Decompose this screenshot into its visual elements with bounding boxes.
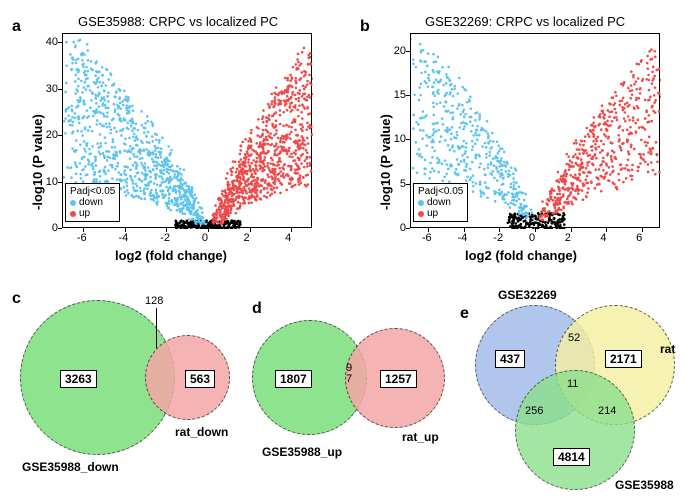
- panel-b-legend: Padj<0.05 down up: [413, 183, 468, 222]
- legend-up-text: up: [79, 208, 90, 219]
- venn-d-left-label: GSE35988_up: [262, 445, 342, 459]
- venn-e-yg: 214: [598, 405, 616, 417]
- venn-d-right-n: 1257: [380, 370, 417, 388]
- venn-c-left-label: GSE35988_down: [22, 460, 119, 474]
- venn-e-bottom-label: GSE35988: [615, 478, 674, 492]
- legend-title-b: Padj<0.05: [418, 186, 463, 197]
- panel-a-xlabel: log2 (fold change): [115, 248, 227, 263]
- venn-c-right-label: rat_down: [175, 425, 228, 439]
- venn-e-blue-n: 437: [495, 350, 525, 368]
- dot-up-b: [418, 211, 424, 217]
- venn-e-yellow-n: 2171: [605, 350, 642, 368]
- legend-up-row-b: up: [418, 208, 463, 219]
- venn-e-by: 52: [568, 332, 580, 344]
- panel-c-label: c: [12, 290, 21, 308]
- dot-up: [70, 211, 76, 217]
- legend-down-text-b: down: [427, 197, 451, 208]
- legend-up-row: up: [70, 208, 115, 219]
- venn-e-center: 11: [567, 378, 578, 390]
- legend-down-text: down: [79, 197, 103, 208]
- venn-d-left-n: 1807: [275, 370, 312, 388]
- legend-down-row: down: [70, 197, 115, 208]
- venn-d-right-label: rat_up: [402, 430, 439, 444]
- panel-a-title: GSE35988: CRPC vs localized PC: [78, 14, 278, 29]
- venn-c-int: 128: [145, 295, 163, 307]
- panel-b-title: GSE32269: CRPC vs localized PC: [425, 14, 625, 29]
- legend-up-text-b: up: [427, 208, 438, 219]
- venn-c-line: [156, 308, 157, 348]
- panel-e-label: e: [460, 305, 469, 323]
- legend-title: Padj<0.05: [70, 186, 115, 197]
- panel-b-xlabel: log2 (fold change): [465, 248, 577, 263]
- panel-b-ylabel: -log10 (P value): [378, 114, 393, 210]
- dot-down-b: [418, 200, 424, 206]
- venn-e-green-n: 4814: [553, 448, 590, 466]
- panel-a-legend: Padj<0.05 down up: [65, 183, 120, 222]
- venn-e-bg: 256: [525, 405, 543, 417]
- panel-d-label: d: [252, 300, 262, 318]
- panel-a-ylabel: -log10 (P value): [30, 114, 45, 210]
- venn-c-right-n: 563: [185, 370, 215, 388]
- dot-down: [70, 200, 76, 206]
- panel-a-label: a: [12, 18, 21, 36]
- panel-b-label: b: [360, 18, 370, 36]
- legend-down-row-b: down: [418, 197, 463, 208]
- venn-d-int: 9 7: [346, 363, 352, 385]
- venn-e-top-label: GSE32269: [498, 288, 557, 302]
- venn-e-right-label: rat: [660, 342, 675, 356]
- venn-c-left-n: 3263: [60, 370, 97, 388]
